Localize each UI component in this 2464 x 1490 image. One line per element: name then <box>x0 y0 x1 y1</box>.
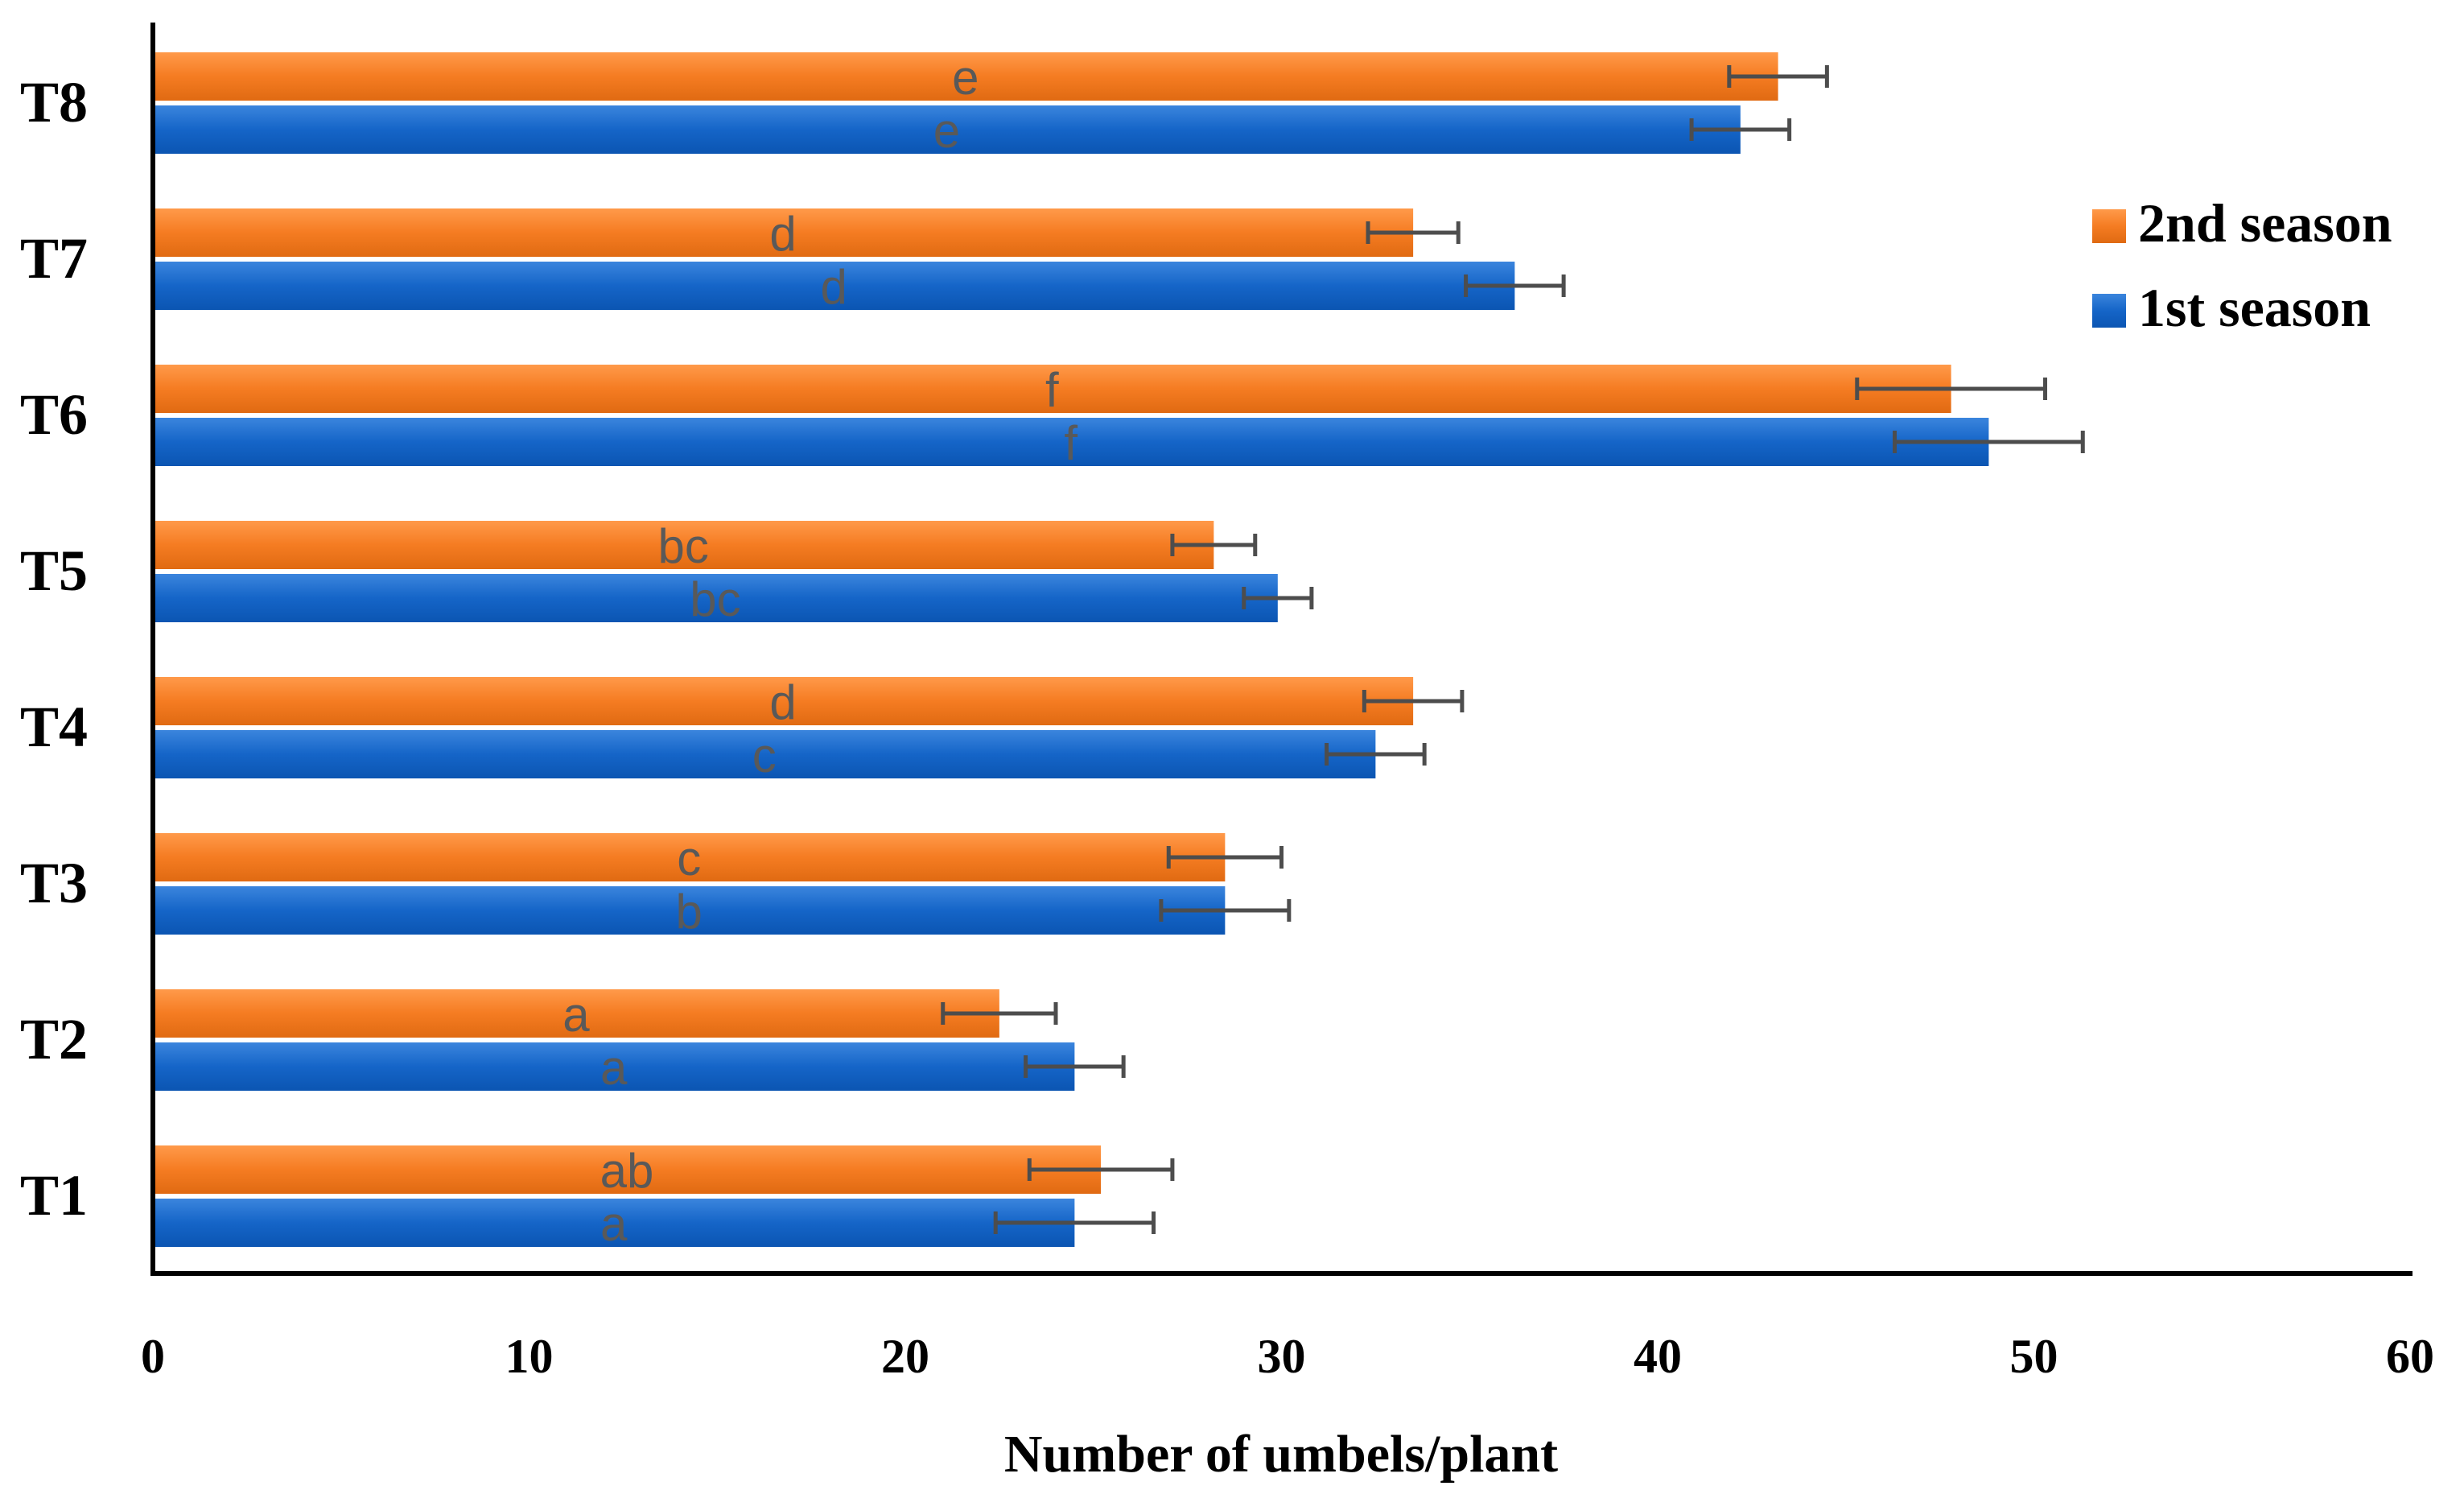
sig-letter-t8-1st-season: e <box>933 104 960 158</box>
bar-t2-2nd-season <box>153 989 999 1038</box>
bar-t7-1st-season <box>153 262 1515 310</box>
bar-t5-2nd-season <box>153 521 1214 569</box>
x-tick-label-20: 20 <box>881 1330 929 1383</box>
sig-letter-t5-2nd-season: bc <box>657 519 708 573</box>
bar-t5-1st-season <box>153 574 1278 622</box>
sig-letter-t3-2nd-season: c <box>677 832 701 885</box>
sig-letter-t2-1st-season: a <box>600 1041 628 1095</box>
x-tick-label-10: 10 <box>505 1330 554 1383</box>
x-tick-label-50: 50 <box>2010 1330 2058 1383</box>
bar-t6-1st-season <box>153 418 1989 466</box>
sig-letter-t1-2nd-season: ab <box>600 1144 654 1198</box>
x-tick-label-30: 30 <box>1258 1330 1306 1383</box>
category-label-t7: T7 <box>20 226 88 291</box>
bar-t1-2nd-season <box>153 1145 1102 1194</box>
sig-letter-t8-2nd-season: e <box>952 51 979 105</box>
category-label-t4: T4 <box>20 695 88 759</box>
legend-swatch-1st-season <box>2092 294 2126 328</box>
category-label-t1: T1 <box>20 1163 88 1228</box>
sig-letter-t4-2nd-season: d <box>769 675 796 729</box>
bar-t3-1st-season <box>153 886 1226 935</box>
sig-letter-t5-1st-season: bc <box>690 572 740 626</box>
sig-letter-t4-1st-season: c <box>752 728 777 782</box>
bar-t6-2nd-season <box>153 365 1951 413</box>
bar-t4-1st-season <box>153 730 1376 778</box>
sig-letter-t7-1st-season: d <box>820 260 847 314</box>
sig-letter-t7-2nd-season: d <box>769 207 796 261</box>
category-label-t8: T8 <box>20 70 88 134</box>
bar-t8-1st-season <box>153 105 1741 154</box>
sig-letter-t6-1st-season: f <box>1064 416 1077 470</box>
bar-t2-1st-season <box>153 1042 1075 1091</box>
sig-letter-t1-1st-season: a <box>600 1197 628 1251</box>
sig-letter-t3-1st-season: b <box>676 885 703 939</box>
x-axis-title: Number of umbels/plant <box>1004 1425 1558 1484</box>
category-label-t3: T3 <box>20 851 88 915</box>
legend-label-1st-season: 1st season <box>2138 277 2371 338</box>
bar-t3-2nd-season <box>153 833 1226 881</box>
bars-layer <box>153 52 1989 1247</box>
legend-label-2nd-season: 2nd season <box>2138 192 2392 254</box>
error-bars-layer <box>941 65 2085 1234</box>
bar-t8-2nd-season <box>153 52 1778 101</box>
x-tick-label-0: 0 <box>141 1330 165 1383</box>
sig-letter-t6-2nd-season: f <box>1045 363 1059 417</box>
sig-letter-t2-2nd-season: a <box>562 988 590 1042</box>
category-label-t6: T6 <box>20 382 88 447</box>
legend-swatch-2nd-season <box>2092 209 2126 243</box>
bar-t4-2nd-season <box>153 677 1414 725</box>
category-label-t2: T2 <box>20 1007 88 1071</box>
x-tick-label-40: 40 <box>1634 1330 1682 1383</box>
x-tick-label-60: 60 <box>2386 1330 2434 1383</box>
axes-layer: T1 T2 T3 T4 T5 T6 T7 T8 0 10 20 30 40 50 60 <box>20 23 2434 1383</box>
legend: 2nd season 1st season <box>2092 192 2392 338</box>
bar-t1-1st-season <box>153 1199 1075 1247</box>
bar-t7-2nd-season <box>153 208 1414 257</box>
category-label-t5: T5 <box>20 539 88 603</box>
